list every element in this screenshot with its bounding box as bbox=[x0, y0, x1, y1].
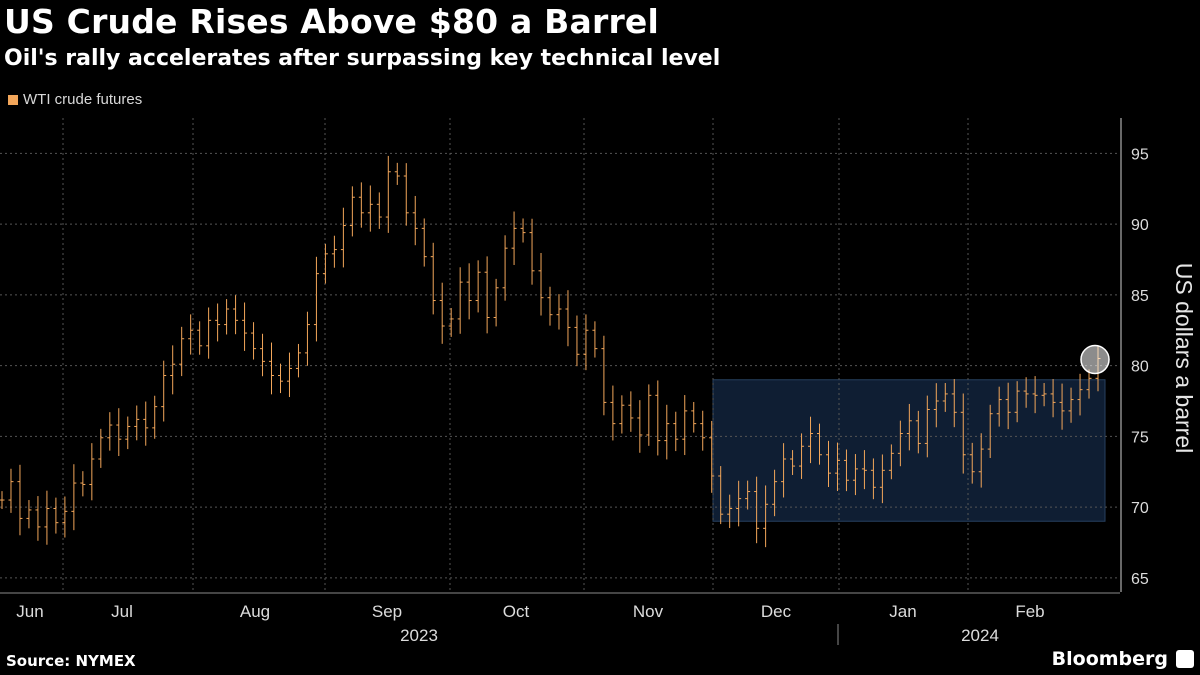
year-label-2024: 2024 bbox=[961, 626, 999, 645]
xtick-label-feb: Feb bbox=[1015, 602, 1044, 621]
xtick-label-oct: Oct bbox=[503, 602, 530, 621]
ytick-label-65: 65 bbox=[1131, 571, 1149, 588]
source-note: Source: NYMEX bbox=[6, 652, 136, 670]
ytick-label-70: 70 bbox=[1131, 500, 1149, 517]
highlight-band bbox=[712, 379, 1106, 522]
xtick-label-jul: Jul bbox=[111, 602, 133, 621]
ytick-label-75: 75 bbox=[1131, 429, 1149, 446]
xtick-label-sep: Sep bbox=[372, 602, 402, 621]
chart-title: US Crude Rises Above $80 a Barrel bbox=[4, 2, 660, 41]
ytick-label-95: 95 bbox=[1131, 146, 1149, 163]
ytick-label-80: 80 bbox=[1131, 359, 1149, 376]
xtick-label-jan: Jan bbox=[889, 602, 916, 621]
legend-swatch bbox=[8, 94, 18, 105]
xtick-label-dec: Dec bbox=[761, 602, 792, 621]
xtick-label-aug: Aug bbox=[240, 602, 270, 621]
brand-logo-text: Bloomberg bbox=[1051, 648, 1168, 670]
xtick-label-jun: Jun bbox=[16, 602, 43, 621]
year-label-2023: 2023 bbox=[400, 626, 438, 645]
latest-price-marker bbox=[1080, 344, 1110, 375]
y-axis-title: US dollars a barrel bbox=[1171, 263, 1197, 453]
series-wti-crude-futures bbox=[0, 155, 1101, 548]
legend-label: WTI crude futures bbox=[23, 91, 143, 108]
bloomberg-terminal-icon bbox=[1176, 650, 1194, 668]
ytick-label-90: 90 bbox=[1131, 217, 1149, 234]
xtick-label-nov: Nov bbox=[633, 602, 664, 621]
chart-subtitle: Oil's rally accelerates after surpassing… bbox=[4, 46, 721, 71]
ytick-label-85: 85 bbox=[1131, 288, 1149, 305]
legend: WTI crude futures bbox=[8, 91, 142, 108]
